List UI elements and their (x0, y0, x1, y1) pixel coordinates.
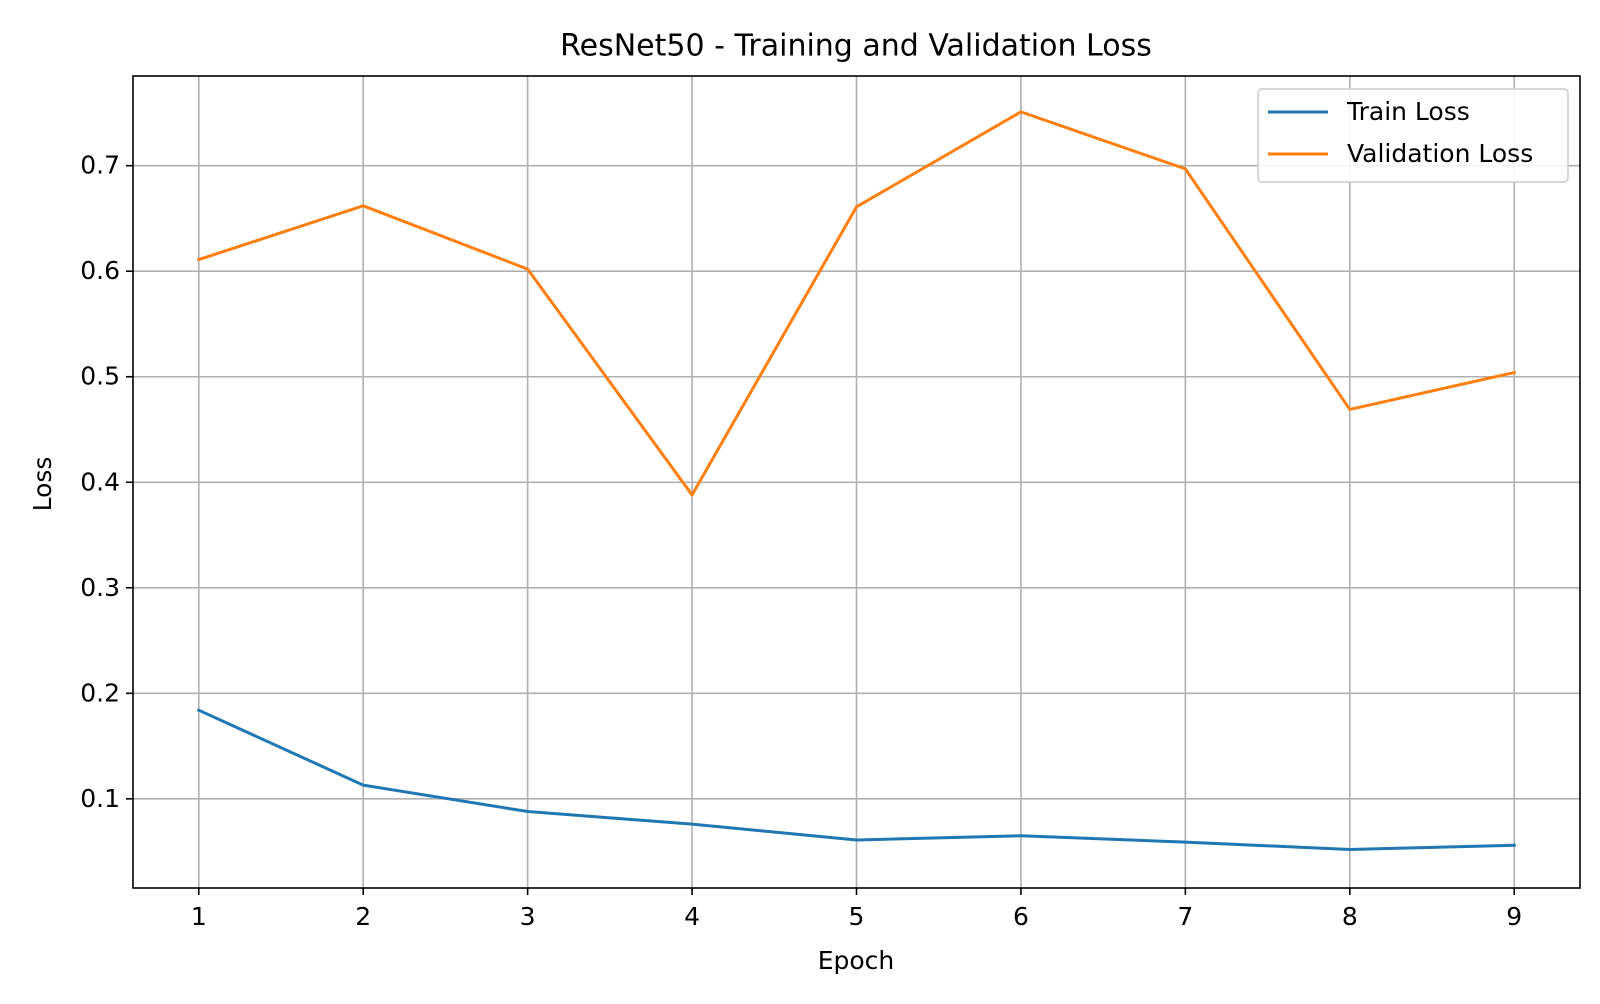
grid (133, 76, 1580, 888)
x-tick-label: 2 (355, 902, 371, 931)
y-axis-ticks: 0.1 0.2 0.3 0.4 0.5 0.6 0.7 (80, 151, 133, 813)
x-tick-label: 7 (1177, 902, 1193, 931)
legend-label-validation-loss: Validation Loss (1347, 139, 1533, 168)
x-tick-label: 1 (191, 902, 207, 931)
y-tick-label: 0.5 (80, 362, 120, 391)
y-tick-label: 0.2 (80, 678, 120, 707)
y-tick-label: 0.6 (80, 256, 120, 285)
legend-box (1257, 88, 1569, 183)
legend: Train Loss Validation Loss (1257, 88, 1569, 183)
y-tick-label: 0.3 (80, 573, 120, 602)
x-tick-label: 5 (849, 902, 865, 931)
series-lines (196, 110, 1517, 851)
x-tick-label: 3 (520, 902, 536, 931)
y-axis-label: Loss (28, 457, 57, 512)
chart-title: ResNet50 - Training and Validation Loss (560, 29, 1152, 64)
series-line-validation-loss (196, 110, 1517, 497)
y-tick-label: 0.7 (80, 151, 120, 180)
y-tick-label: 0.4 (80, 467, 120, 496)
series-line-train-loss (196, 708, 1516, 851)
legend-label-train-loss: Train Loss (1346, 97, 1470, 126)
x-axis-ticks: 1 2 3 4 5 6 7 8 9 (191, 888, 1522, 931)
x-tick-label: 9 (1506, 902, 1522, 931)
x-tick-label: 8 (1342, 902, 1358, 931)
y-tick-label: 0.1 (80, 784, 120, 813)
x-axis-label: Epoch (818, 946, 895, 975)
x-tick-label: 4 (684, 902, 700, 931)
x-tick-label: 6 (1013, 902, 1029, 931)
